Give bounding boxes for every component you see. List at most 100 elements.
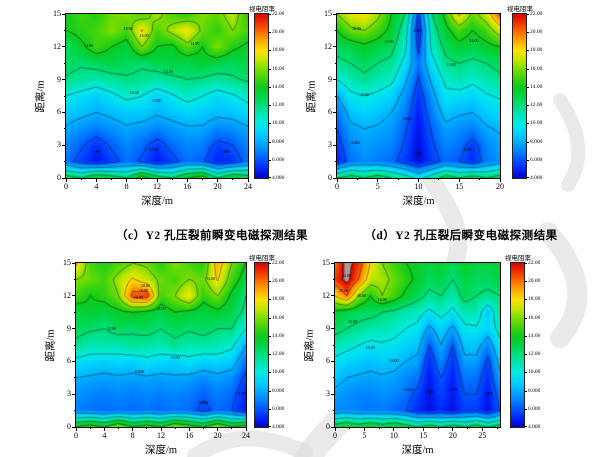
y-minor-tick: [333, 278, 335, 280]
colorbar-tick: [524, 299, 527, 301]
x-tick-label: 8: [124, 182, 129, 191]
contour-plot-c: 距离/m 深度/m 0 4 8 12 16 20 24 0 3 6 9 12 15 6.000 6.000 6…: [36, 9, 253, 207]
colorbar-tick: [268, 390, 271, 392]
colorbar-tick: [526, 68, 529, 70]
contour-value-label: 10.00: [365, 345, 375, 351]
y-tick: [72, 328, 76, 330]
contour-plot-d: 距离/m 深度/m 0 5 10 15 20 0 3 6 9 12 15 4.000 6.000 6.00…: [307, 9, 505, 207]
y-tick-label: 12: [63, 290, 71, 300]
x-tick: [132, 427, 134, 431]
y-tick: [333, 46, 337, 48]
contour-value-label: 16.00: [352, 26, 362, 32]
y-tick: [331, 426, 335, 428]
x-minor-tick: [89, 427, 91, 429]
x-tick-label: 8: [130, 431, 135, 440]
contour-value-label: 12.00: [446, 62, 456, 68]
y-minor-tick: [74, 311, 76, 313]
x-minor-tick: [356, 178, 358, 180]
contour-value-label: 4.000: [483, 391, 493, 397]
y-tick-label: 0: [328, 173, 332, 182]
colorbar-tick-label: 16.00: [528, 314, 541, 321]
contour-value-label: 6.000: [91, 148, 101, 154]
y-minor-tick: [335, 62, 337, 64]
colorbar-tick: [268, 335, 271, 337]
colorbar-tick: [526, 177, 529, 178]
colorbar-title: 视电阻率: [507, 6, 533, 13]
y-tick-label: 3: [67, 389, 71, 399]
colorbar-tick: [268, 281, 271, 283]
colorbar-tick-label: 20.00: [530, 29, 543, 36]
x-tick: [499, 178, 501, 182]
colorbar-tick: [268, 86, 271, 88]
x-minor-tick: [496, 427, 498, 429]
y-tick: [62, 46, 66, 48]
y-axis-label: 距离/m: [45, 329, 57, 362]
contour-value-label: 14.00: [190, 40, 200, 46]
contour-value-label: 18.00: [138, 288, 148, 294]
y-tick-label: 15: [324, 9, 332, 18]
x-minor-tick: [349, 427, 351, 429]
colorbar-tick: [268, 32, 271, 34]
contour-value-label: 14.00: [377, 297, 387, 303]
contour-value-label: 10.00: [360, 91, 370, 97]
x-minor-tick: [232, 178, 234, 180]
x-minor-tick: [397, 178, 399, 180]
y-minor-tick: [333, 410, 335, 412]
colorbar-tick-label: 8.000: [272, 138, 285, 145]
x-tick-label: 4: [94, 182, 99, 191]
x-tick: [95, 178, 97, 182]
contour-field-c2: [76, 263, 246, 427]
x-tick: [245, 427, 247, 431]
contour-value-label: 4.000: [413, 28, 423, 34]
x-tick: [217, 178, 219, 182]
y-minor-tick: [333, 311, 335, 313]
contour-value-label: 6.000: [237, 391, 247, 397]
x-minor-tick: [437, 427, 439, 429]
colorbar-tick-label: 12.00: [528, 351, 541, 358]
y-tick-label: 6: [67, 356, 71, 366]
colorbar-tick: [268, 141, 271, 143]
colorbar-gradient: [254, 262, 269, 428]
y-tick-label: 9: [57, 74, 61, 84]
colorbar-tick: [268, 159, 271, 161]
colorbar-tick: [268, 68, 271, 70]
colorbar-tick-label: 8.000: [272, 387, 285, 394]
colorbar-tick: [268, 263, 271, 264]
x-tick: [452, 427, 454, 431]
colorbar-tick-label: 16.00: [272, 314, 285, 321]
y-tick: [331, 360, 335, 362]
colorbar-tick-label: 18.00: [528, 296, 541, 303]
colorbar-tick: [526, 50, 529, 52]
colorbar-tick: [524, 390, 527, 392]
colorbar-tick-label: 6.000: [530, 156, 543, 163]
y-tick: [62, 79, 66, 81]
x-tick-label: 15: [455, 182, 464, 191]
x-tick: [377, 178, 379, 182]
y-minor-tick: [335, 128, 337, 130]
y-axis-label: 距离/m: [306, 80, 318, 113]
x-tick: [65, 178, 67, 182]
y-tick: [333, 144, 337, 146]
colorbar-title: 视电阻率: [249, 255, 275, 262]
x-tick-label: 24: [242, 431, 250, 440]
colorbar-title: 视电阻率: [505, 255, 531, 262]
y-minor-tick: [74, 344, 76, 346]
contour-value-label: 6.000: [462, 146, 472, 152]
y-tick-label: 9: [328, 74, 332, 84]
contour-field-c: [66, 14, 248, 178]
contour-value-label: 10.00: [170, 355, 180, 361]
colorbar-tick-label: 4.000: [528, 424, 541, 430]
contour-value-label: 10.00: [129, 89, 139, 95]
y-tick: [72, 295, 76, 297]
y-minor-tick: [64, 128, 66, 130]
colorbar-tick: [268, 426, 271, 427]
y-tick-label: 6: [328, 107, 332, 117]
colorbar-tick: [268, 177, 271, 178]
y-minor-tick: [74, 410, 76, 412]
y-axis-label: 距离/m: [35, 80, 47, 113]
colorbar-tick-label: 8.000: [530, 138, 543, 145]
caption-d: （d）Y2 孔压裂后瞬变电磁探测结果: [364, 230, 558, 242]
colorbar-tick: [526, 14, 529, 15]
colorbar-tick: [268, 14, 271, 15]
x-tick-label: 0: [74, 431, 78, 440]
